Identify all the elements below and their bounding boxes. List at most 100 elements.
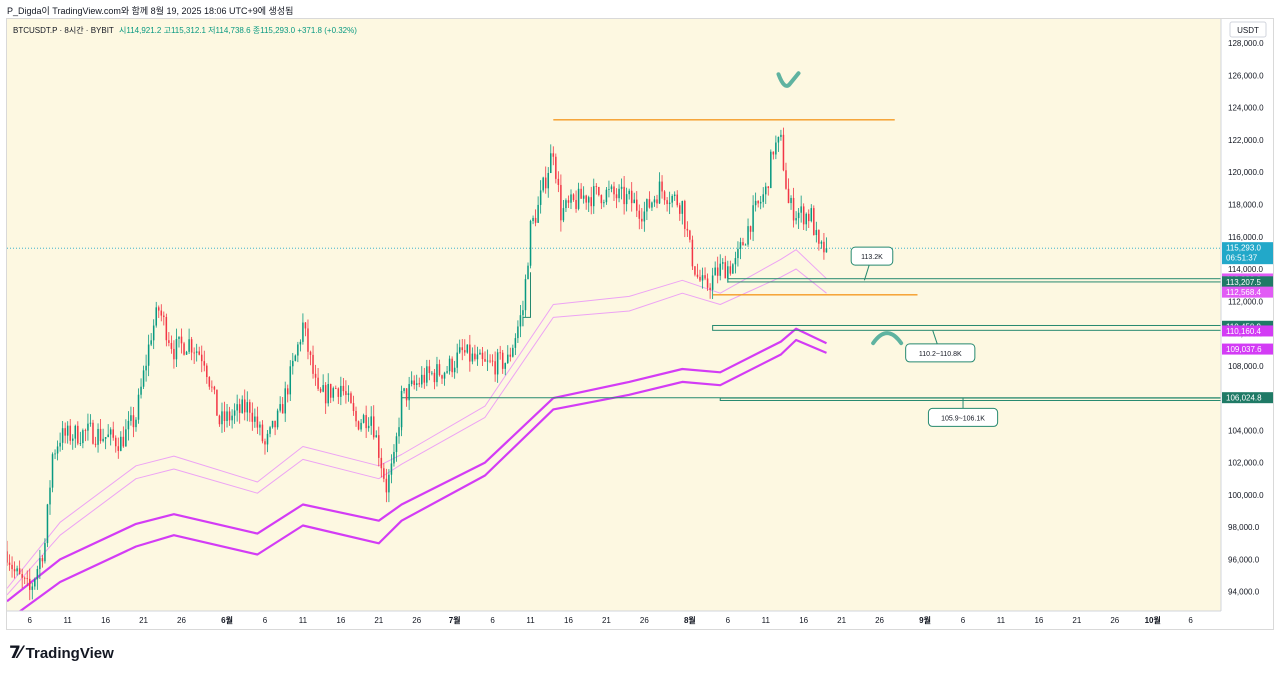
candle-body: [400, 390, 403, 428]
candle-body: [451, 358, 453, 373]
candle-body: [165, 316, 168, 341]
candle-body: [84, 430, 87, 431]
candle: [486, 349, 489, 372]
price-label[interactable]: 109,037.6: [1222, 343, 1273, 355]
candle-body: [737, 248, 739, 259]
candle-body: [656, 199, 658, 204]
candle: [504, 362, 507, 376]
candle: [757, 200, 759, 208]
candle: [31, 582, 34, 600]
candle-body: [691, 239, 694, 267]
candle: [264, 438, 266, 455]
candle-body: [231, 415, 233, 421]
candle-body: [51, 454, 54, 488]
callout[interactable]: 110.2~110.8K: [905, 330, 976, 363]
candle-body: [294, 355, 297, 361]
candle-body: [114, 437, 117, 447]
chart[interactable]: 113.2K 110.2~110.8K 105.9~106.1K 94,000.09…: [7, 19, 1273, 629]
candle-body: [423, 374, 426, 383]
candle: [107, 424, 109, 438]
candle: [102, 428, 104, 443]
price-tick-label: 128,000.0: [1228, 39, 1264, 48]
candle: [770, 149, 772, 189]
candle: [342, 377, 345, 396]
candle: [507, 345, 509, 364]
time-tick-label: 21: [602, 616, 611, 625]
candle-body: [499, 352, 501, 354]
candle-body: [71, 438, 74, 441]
check-mark: [776, 71, 801, 88]
price-tick-label: 116,000.0: [1228, 233, 1264, 242]
candle: [259, 421, 261, 436]
candle-body: [77, 425, 79, 444]
candle: [109, 427, 112, 446]
candle: [517, 320, 519, 343]
time-axis[interactable]: 6 11 16 21 26 6월 6 11 16 21 26 7월 6 11 16 21 26 8월 6 11 16 21…: [7, 610, 1221, 629]
candle: [704, 267, 706, 281]
candle: [608, 180, 610, 198]
callout[interactable]: 105.9~106.1K: [927, 398, 999, 427]
candle-body: [734, 258, 737, 265]
candle: [752, 195, 754, 242]
candle: [732, 263, 734, 274]
candle: [701, 267, 704, 289]
price-label[interactable]: 115,293.006:51:37: [1222, 242, 1273, 265]
candle: [289, 360, 292, 402]
candle: [800, 195, 802, 223]
candle-body: [18, 568, 21, 575]
candle-body: [322, 385, 324, 392]
price-label[interactable]: 110,160.4: [1222, 325, 1273, 337]
tradingview-logo[interactable]: 7⁄ TradingView: [9, 643, 114, 663]
candle: [190, 336, 193, 361]
price-tick-label: 102,000.0: [1228, 459, 1264, 468]
candle: [643, 201, 646, 232]
candle: [426, 359, 428, 387]
candle: [251, 402, 254, 431]
candle-body: [157, 307, 160, 311]
candle: [211, 380, 213, 393]
candle: [587, 195, 590, 212]
candle-body: [787, 188, 790, 204]
price-label[interactable]: 112,568.4: [1222, 286, 1273, 298]
candle-body: [666, 200, 668, 205]
band-outer-lower: [7, 338, 827, 622]
time-tick-label: 6: [726, 616, 731, 625]
candle-body: [565, 200, 567, 209]
candle: [170, 335, 173, 354]
candle-body: [433, 372, 436, 383]
price-tick-label: 94,000.0: [1228, 588, 1260, 597]
candle: [648, 191, 651, 209]
candle: [441, 374, 443, 385]
candle-body: [23, 577, 26, 579]
time-tick-label: 16: [564, 616, 573, 625]
candle-body: [46, 504, 49, 544]
currency-box[interactable]: USDT: [1229, 21, 1267, 38]
candle-body: [375, 435, 378, 438]
candle: [696, 263, 699, 279]
candle-body: [188, 339, 190, 352]
candle-body: [641, 218, 643, 222]
candle: [117, 437, 120, 459]
candle-body: [87, 423, 89, 431]
candle: [160, 304, 163, 322]
price-label[interactable]: 106,024.8: [1222, 392, 1273, 404]
candle: [691, 235, 694, 271]
price-label[interactable]: 113,207.5: [1222, 276, 1273, 288]
candle-body: [557, 178, 560, 185]
candle-body: [249, 402, 251, 413]
candle-body: [719, 263, 721, 276]
candle: [335, 385, 337, 390]
callouts[interactable]: 113.2K 110.2~110.8K 105.9~106.1K: [850, 246, 999, 427]
candle: [140, 378, 142, 399]
candle-body: [709, 287, 711, 290]
candle: [764, 182, 767, 204]
candle-body: [476, 354, 479, 360]
candle: [527, 262, 529, 280]
candle: [567, 195, 570, 208]
candle-body: [155, 307, 157, 326]
candle: [175, 328, 178, 367]
callout[interactable]: 113.2K: [850, 246, 894, 281]
candle-body: [570, 194, 572, 203]
candle-body: [347, 393, 350, 395]
price-axis[interactable]: 94,000.0 96,000.0 98,000.0 100,000.0 102,000…: [1220, 19, 1273, 629]
